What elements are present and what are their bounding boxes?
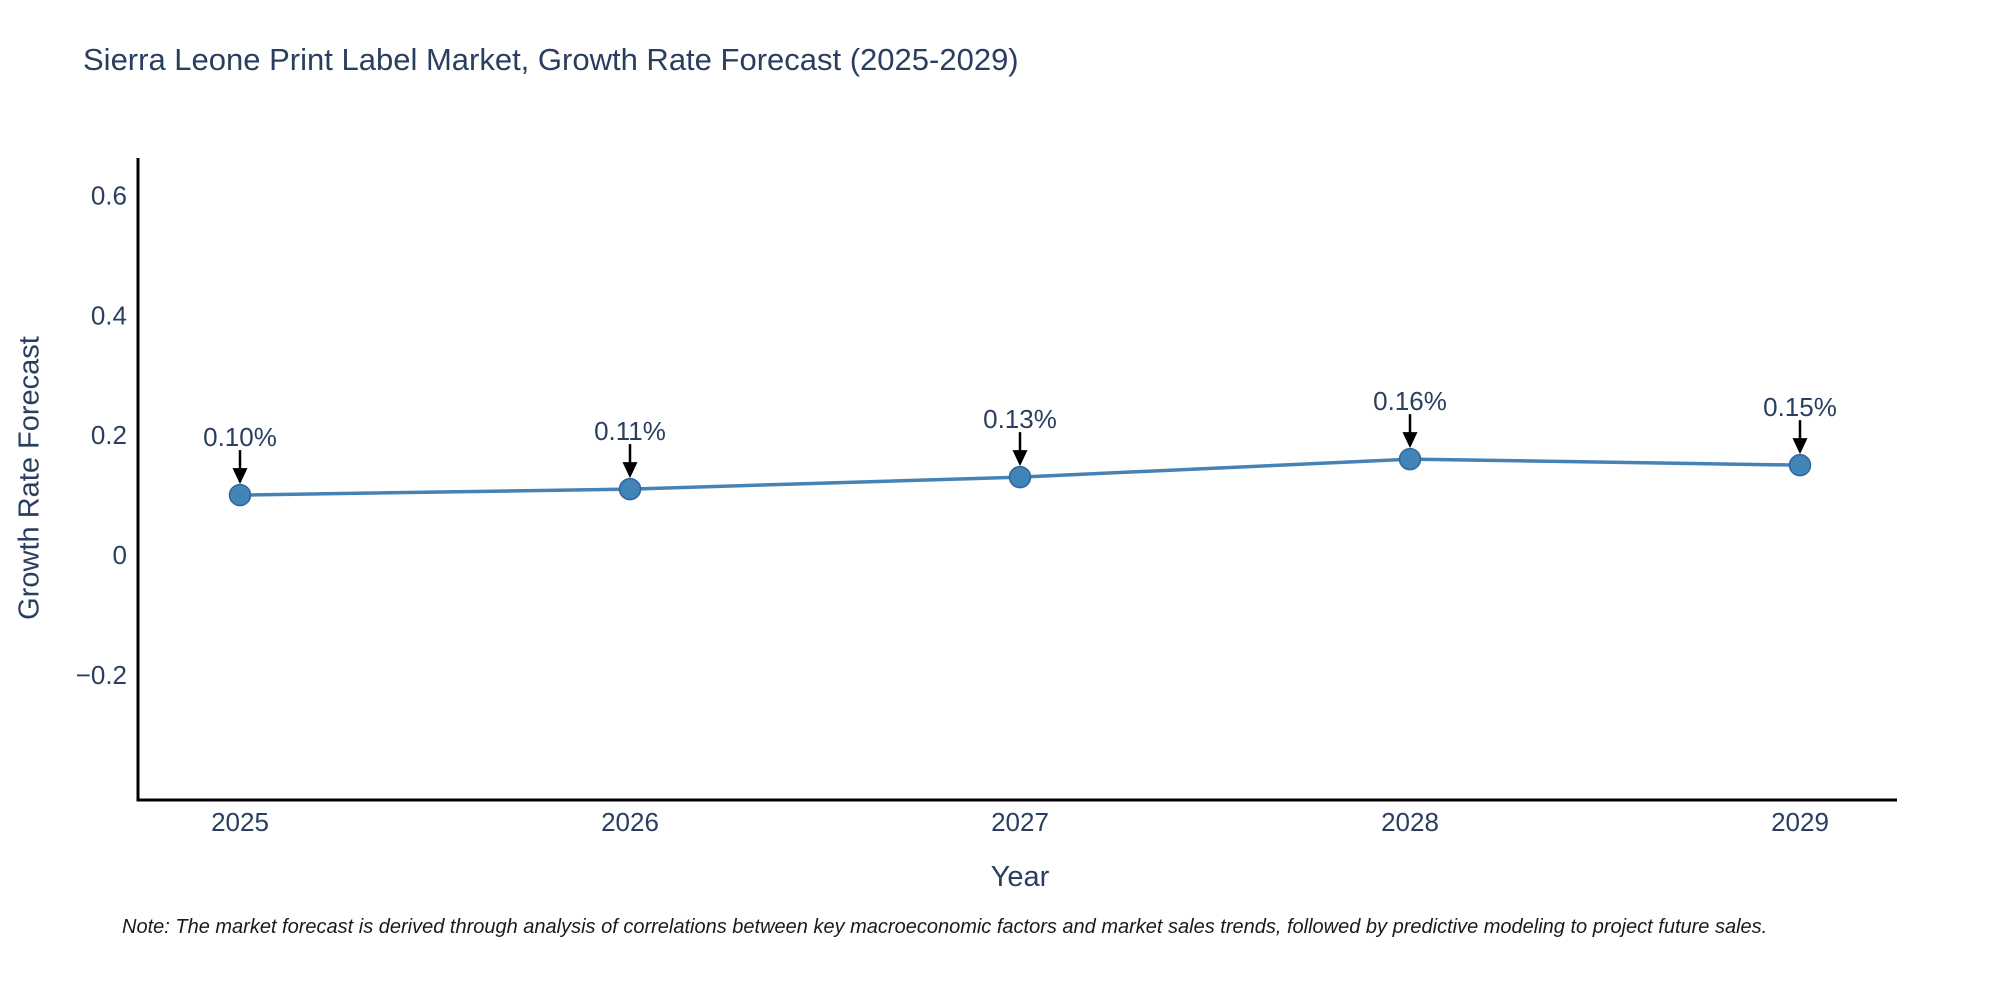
data-point-marker (228, 483, 252, 507)
annotation-arrow-head (1402, 432, 1418, 449)
point-annotation: 0.16% (1373, 386, 1447, 416)
x-tick-label: 2025 (211, 807, 269, 837)
point-annotation: 0.13% (983, 404, 1057, 434)
annotation-arrow-head (1012, 450, 1028, 467)
x-tick-label: 2026 (601, 807, 659, 837)
footnote: Note: The market forecast is derived thr… (122, 916, 1768, 938)
y-tick-label: 0.4 (91, 300, 127, 330)
point-annotation: 0.15% (1763, 392, 1837, 422)
y-tick-label: 0.6 (91, 181, 127, 211)
y-axis-title: Growth Rate Forecast (13, 336, 46, 620)
annotation-arrow-head (1792, 438, 1808, 455)
annotation-arrow-head (622, 462, 638, 479)
annotation-arrow-head (232, 468, 248, 485)
y-tick-label: −0.2 (76, 660, 127, 690)
y-tick-label: 0.2 (91, 420, 127, 450)
point-annotation: 0.10% (203, 422, 277, 452)
data-point-marker (1008, 465, 1032, 489)
x-tick-label: 2029 (1771, 807, 1829, 837)
chart-title: Sierra Leone Print Label Market, Growth … (83, 42, 1019, 77)
data-point-marker (618, 477, 642, 501)
data-point-marker (1398, 447, 1422, 471)
x-tick-label: 2027 (991, 807, 1049, 837)
x-tick-label: 2028 (1381, 807, 1439, 837)
y-tick-label: 0 (113, 540, 127, 570)
x-axis-title: Year (990, 861, 1050, 893)
data-point-marker (1788, 453, 1812, 477)
point-annotation: 0.11% (594, 416, 666, 446)
